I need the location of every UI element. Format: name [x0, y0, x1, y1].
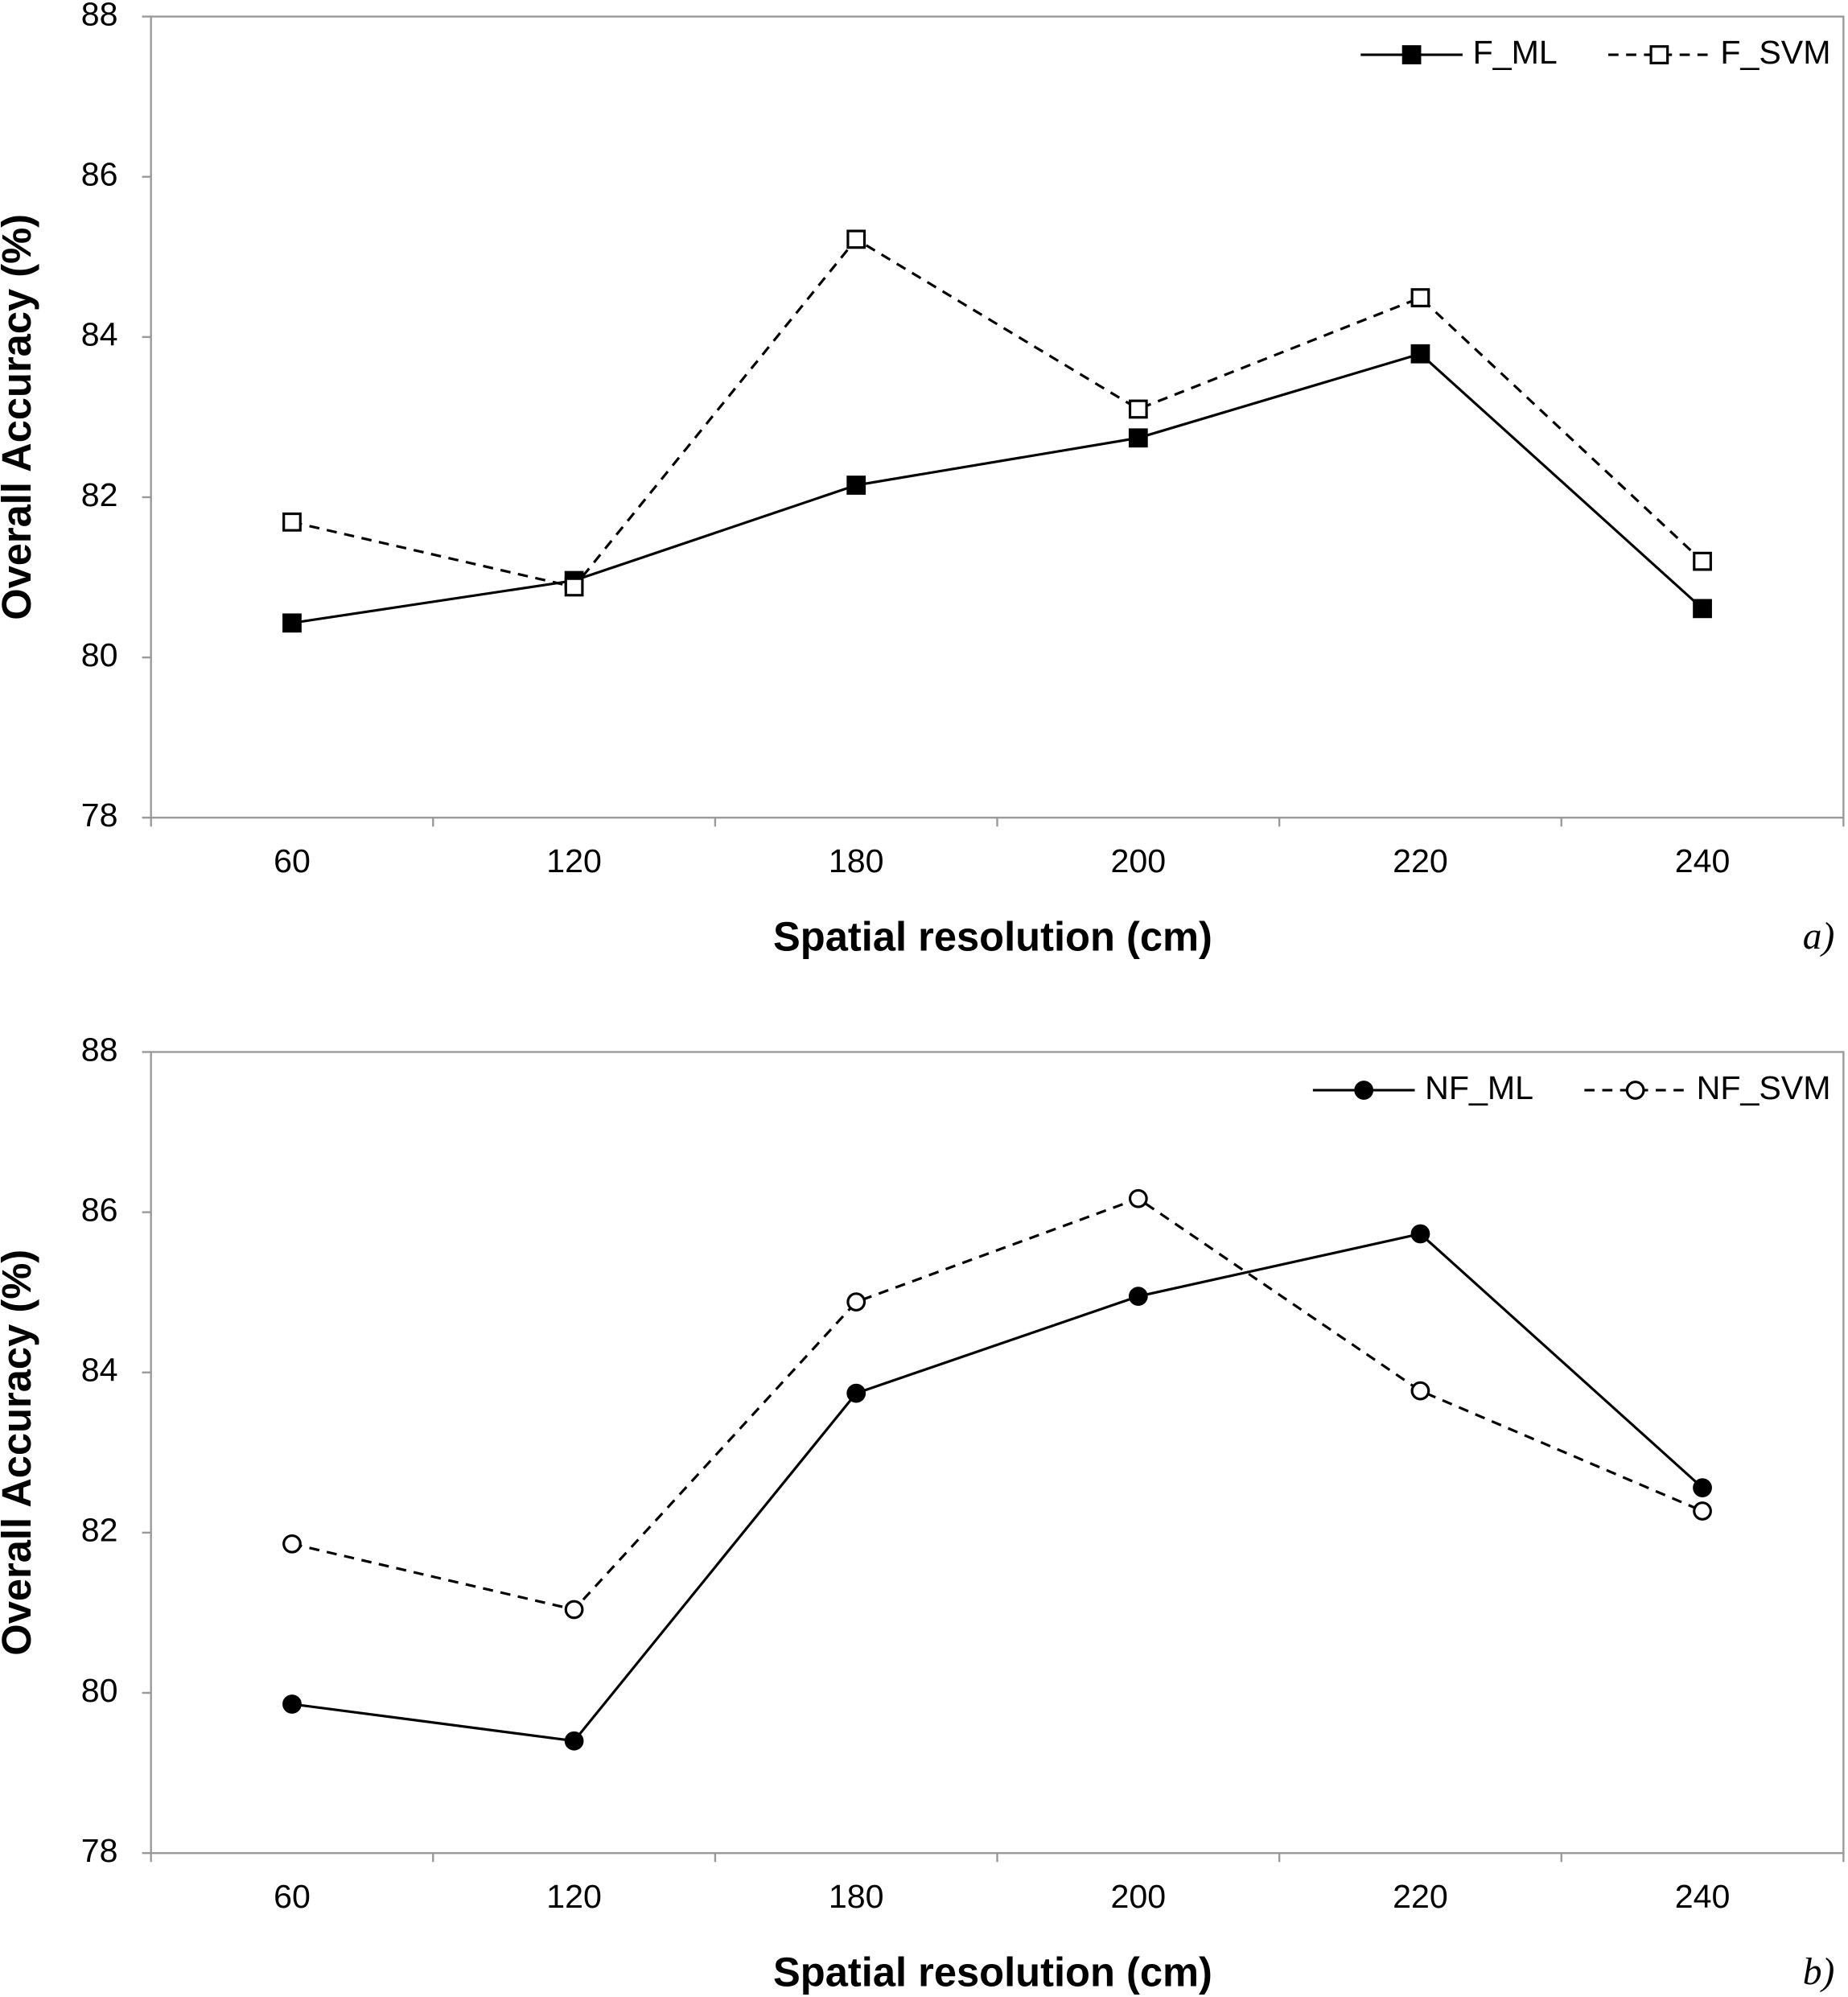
- y-tick-label: 78: [81, 797, 118, 834]
- x-tick-label: 220: [1393, 1878, 1448, 1915]
- data-point: [1693, 1501, 1712, 1521]
- x-axis-label: Spatial resolution (cm): [773, 914, 1212, 960]
- data-point: [564, 1600, 584, 1620]
- plot-frame: [150, 15, 1845, 819]
- series-line: [291, 1232, 1704, 1743]
- x-tick-label: 120: [546, 842, 602, 879]
- legend-label: F_ML: [1473, 34, 1558, 71]
- data-point: [564, 577, 584, 597]
- data-point: [846, 1292, 866, 1311]
- data-point: [1693, 551, 1712, 571]
- y-tick-label: 84: [81, 316, 118, 353]
- data-point: [846, 229, 866, 249]
- data-point: [1128, 1188, 1148, 1208]
- legend-label: NF_ML: [1425, 1069, 1533, 1106]
- y-tick-label: 82: [81, 1512, 118, 1549]
- x-tick-label: 60: [274, 1878, 311, 1915]
- legend-marker: [1354, 1081, 1374, 1100]
- data-point: [1128, 399, 1148, 419]
- data-point: [282, 512, 302, 532]
- data-point: [1128, 428, 1148, 448]
- y-tick-label: 84: [81, 1352, 118, 1389]
- y-axis-label: Overall Accuracy (%): [0, 1250, 39, 1656]
- panel-label: b): [1803, 1951, 1835, 1993]
- x-tick-label: 200: [1110, 1878, 1166, 1915]
- data-point: [1410, 344, 1430, 364]
- x-tick-label: 120: [546, 1878, 602, 1915]
- data-point: [282, 613, 302, 633]
- series-line: [291, 1196, 1703, 1612]
- data-point: [1410, 1381, 1430, 1401]
- data-point: [1410, 1224, 1430, 1244]
- data-point: [846, 1383, 866, 1403]
- x-tick-label: 60: [274, 842, 311, 879]
- data-point: [846, 476, 866, 495]
- data-point: [1410, 288, 1430, 307]
- x-tick-label: 180: [829, 842, 884, 879]
- legend-label: F_SVM: [1720, 34, 1830, 71]
- data-point: [1693, 1478, 1712, 1497]
- y-tick-label: 80: [81, 636, 118, 673]
- y-tick-label: 78: [81, 1832, 118, 1869]
- plot-frame: [150, 1051, 1845, 1855]
- data-point: [1128, 1287, 1148, 1307]
- legend-marker: [1401, 45, 1422, 64]
- data-point: [282, 1534, 302, 1554]
- x-tick-label: 220: [1393, 842, 1448, 879]
- x-tick-label: 240: [1675, 1878, 1731, 1915]
- data-point: [1693, 599, 1712, 619]
- panel-label: a): [1803, 916, 1835, 957]
- y-tick-label: 80: [81, 1672, 118, 1709]
- legend-marker: [1649, 45, 1669, 64]
- x-tick-label: 180: [829, 1878, 884, 1915]
- y-tick-label: 86: [81, 1191, 118, 1228]
- y-axis-label: Overall Accuracy (%): [0, 214, 39, 620]
- legend-marker: [1625, 1081, 1645, 1100]
- data-point: [282, 1694, 302, 1714]
- y-tick-label: 82: [81, 476, 118, 513]
- legend-label: NF_SVM: [1697, 1069, 1831, 1106]
- x-axis-label: Spatial resolution (cm): [773, 1949, 1212, 1995]
- y-tick-label: 86: [81, 156, 118, 193]
- y-tick-label: 88: [81, 0, 118, 32]
- data-point: [564, 1731, 584, 1751]
- y-tick-label: 88: [81, 1031, 118, 1068]
- series-line: [291, 237, 1704, 589]
- x-tick-label: 200: [1110, 842, 1166, 879]
- x-tick-label: 240: [1675, 842, 1731, 879]
- series-line: [291, 352, 1704, 624]
